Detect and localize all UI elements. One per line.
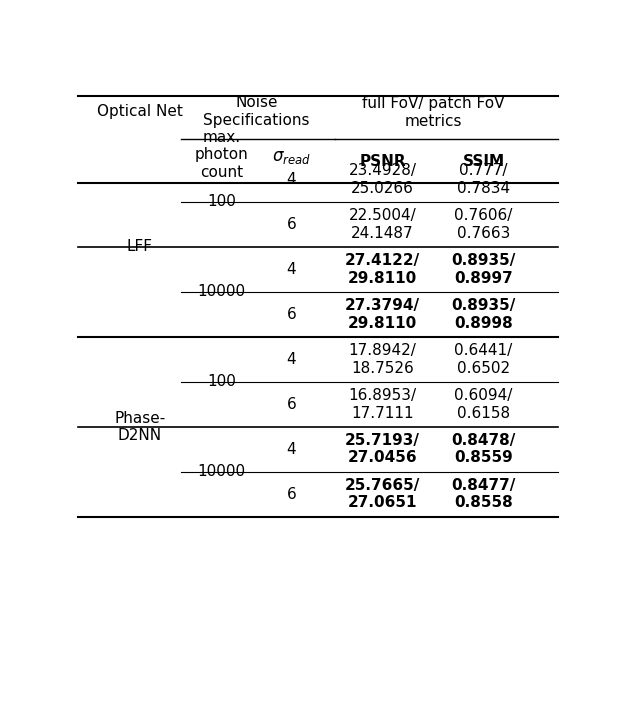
Text: LFF: LFF — [127, 239, 153, 254]
Text: 4: 4 — [286, 262, 296, 277]
Text: 25.7193/
27.0456: 25.7193/ 27.0456 — [345, 433, 420, 465]
Text: 22.5004/
24.1487: 22.5004/ 24.1487 — [348, 208, 417, 241]
Text: 0.777/
0.7834: 0.777/ 0.7834 — [457, 163, 510, 196]
Text: 27.4122/
29.8110: 27.4122/ 29.8110 — [345, 253, 420, 286]
Text: 16.8953/
17.7111: 16.8953/ 17.7111 — [348, 388, 417, 420]
Text: 0.8935/
0.8997: 0.8935/ 0.8997 — [451, 253, 516, 286]
Text: max.
photon
count: max. photon count — [195, 130, 249, 180]
Text: 25.7665/
27.0651: 25.7665/ 27.0651 — [345, 478, 420, 510]
Text: 6: 6 — [286, 486, 296, 502]
Text: Optical Net: Optical Net — [97, 104, 183, 119]
Text: 0.8478/
0.8559: 0.8478/ 0.8559 — [451, 433, 516, 465]
Text: 6: 6 — [286, 217, 296, 232]
Text: 4: 4 — [286, 172, 296, 187]
Text: 0.6094/
0.6158: 0.6094/ 0.6158 — [454, 388, 513, 420]
Text: 100: 100 — [207, 194, 236, 209]
Text: Phase-
D2NN: Phase- D2NN — [114, 410, 166, 443]
Text: 4: 4 — [286, 352, 296, 367]
Text: 10000: 10000 — [198, 465, 246, 479]
Text: 6: 6 — [286, 397, 296, 412]
Text: PSNR: PSNR — [360, 154, 406, 169]
Text: 17.8942/
18.7526: 17.8942/ 18.7526 — [348, 343, 417, 375]
Text: 100: 100 — [207, 375, 236, 389]
Text: 23.4928/
25.0266: 23.4928/ 25.0266 — [348, 163, 417, 196]
Text: full FoV/ patch FoV
metrics: full FoV/ patch FoV metrics — [362, 96, 504, 129]
Text: 4: 4 — [286, 442, 296, 457]
Text: 0.8935/
0.8998: 0.8935/ 0.8998 — [451, 298, 516, 330]
Text: SSIM: SSIM — [463, 154, 505, 169]
Text: 0.8477/
0.8558: 0.8477/ 0.8558 — [451, 478, 516, 510]
Text: 0.6441/
0.6502: 0.6441/ 0.6502 — [454, 343, 513, 375]
Text: 27.3794/
29.8110: 27.3794/ 29.8110 — [345, 298, 420, 330]
Text: Noise
Specifications: Noise Specifications — [203, 95, 310, 128]
Text: 0.7606/
0.7663: 0.7606/ 0.7663 — [454, 208, 513, 241]
Text: 10000: 10000 — [198, 284, 246, 299]
Text: $\sigma_{read}$: $\sigma_{read}$ — [272, 148, 311, 165]
Text: 6: 6 — [286, 307, 296, 322]
